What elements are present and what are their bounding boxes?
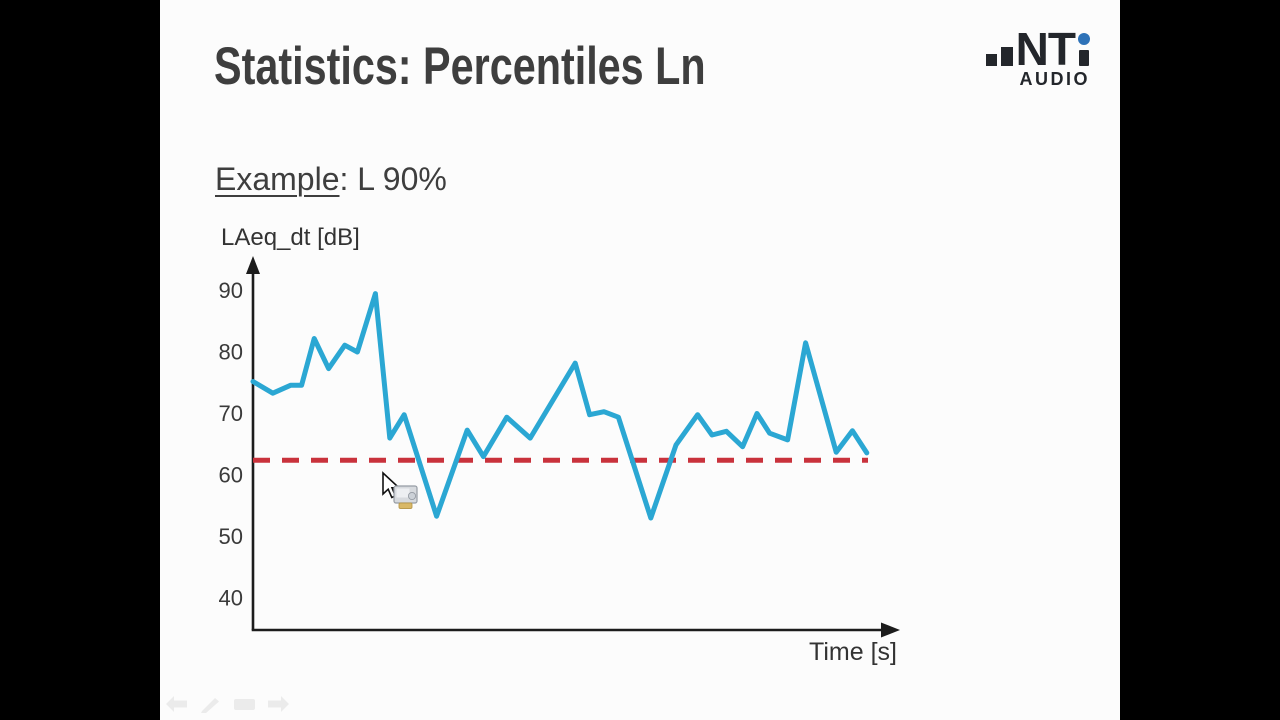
- slide-title: Statistics: Percentiles Ln: [214, 37, 706, 96]
- presenter-controls: [165, 695, 290, 713]
- logo-nt-text: NT: [1015, 23, 1076, 75]
- logo-subtitle: AUDIO: [1019, 69, 1090, 89]
- previous-slide-button[interactable]: [165, 695, 188, 713]
- pen-icon: [201, 698, 219, 713]
- screen-icon: [393, 485, 418, 509]
- y-tick-label: 60: [219, 463, 243, 488]
- y-tick-label: 90: [219, 278, 243, 303]
- logo-i-stem: [1079, 50, 1089, 66]
- example-heading: Example: L 90%: [215, 161, 447, 198]
- letterbox-left: [0, 0, 160, 720]
- example-word: Example: [215, 161, 340, 197]
- arrow-left-icon: [166, 696, 187, 712]
- pen-tool-button[interactable]: [199, 695, 222, 713]
- y-axis-arrow: [246, 256, 260, 274]
- logo-i-letter: [1078, 33, 1090, 66]
- series-line-LAeq_dt: [250, 291, 870, 521]
- example-value: : L 90%: [339, 161, 447, 197]
- y-tick-label: 70: [219, 401, 243, 426]
- logo-bars-icon: [1000, 47, 1013, 66]
- next-slide-button[interactable]: [267, 695, 290, 713]
- slide-menu-button[interactable]: [233, 695, 256, 713]
- arrow-right-icon: [268, 696, 289, 712]
- y-tick-label: 50: [219, 524, 243, 549]
- slide: Statistics: Percentiles Ln NT AUDIO Exam…: [160, 0, 1120, 720]
- y-tick-label: 40: [219, 586, 243, 611]
- letterbox-right: [1120, 0, 1280, 720]
- y-axis-label: LAeq_dt [dB]: [221, 224, 360, 251]
- logo-wordmark: NT: [985, 23, 1090, 75]
- menu-icon: [234, 699, 255, 710]
- x-axis-label: Time [s]: [809, 638, 897, 666]
- y-tick-label: 80: [219, 340, 243, 365]
- logo-bars-icon: [985, 54, 997, 66]
- chart: 90 80 70 60 50 40: [219, 256, 900, 638]
- x-axis-arrow: [881, 622, 900, 638]
- logo-i-dot: [1078, 33, 1090, 45]
- mouse-cursor: [382, 471, 418, 509]
- nti-audio-logo: NT AUDIO: [965, 23, 1090, 90]
